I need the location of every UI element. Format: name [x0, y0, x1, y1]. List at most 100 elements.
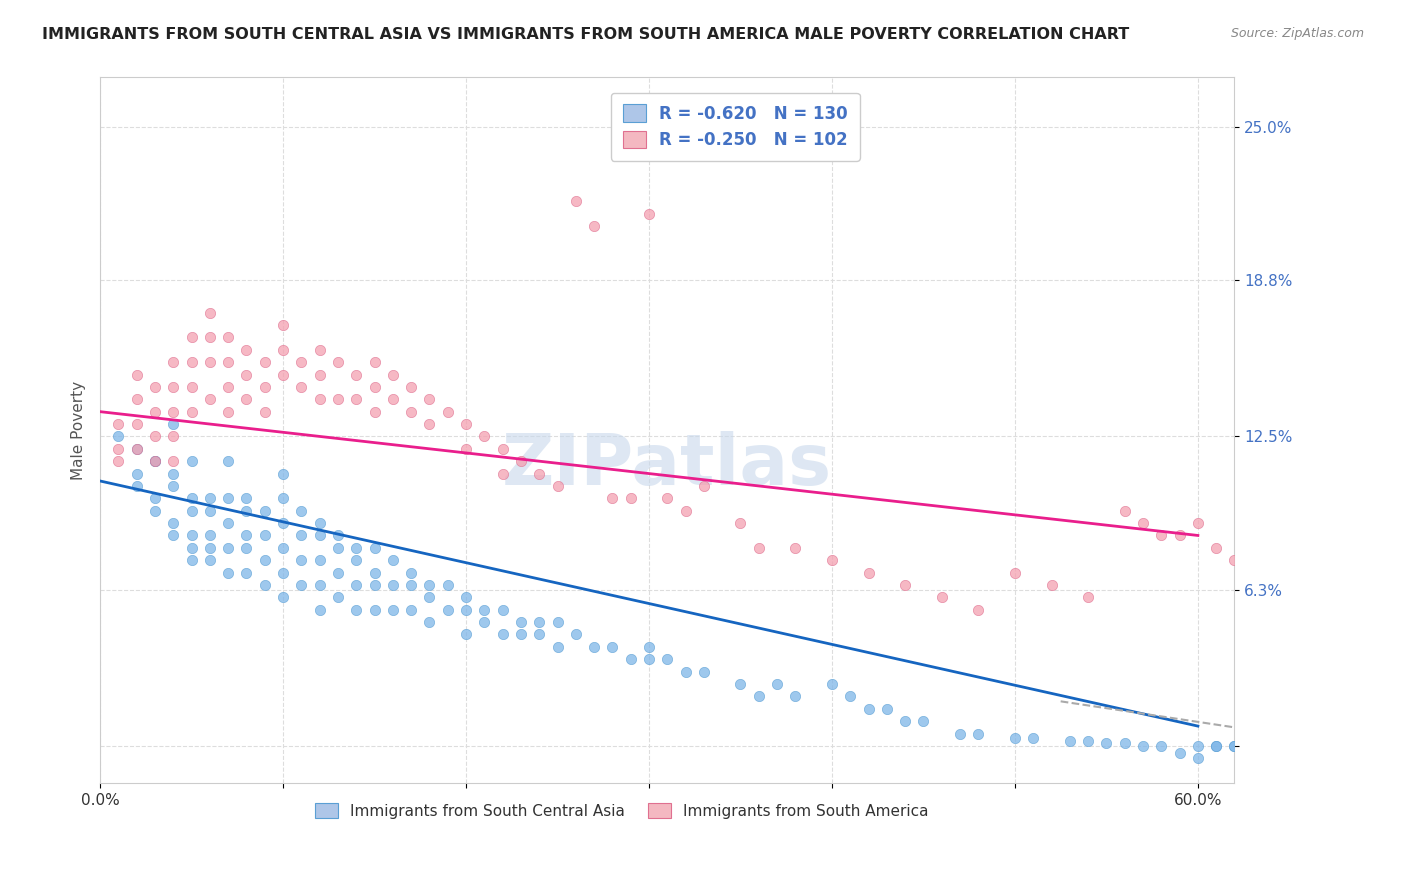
Point — [638, 652, 661, 666]
Point — [198, 305, 221, 319]
Point — [381, 578, 404, 592]
Point — [472, 429, 495, 443]
Point — [198, 504, 221, 518]
Point — [602, 491, 624, 506]
Point — [235, 504, 257, 518]
Point — [858, 566, 880, 580]
Point — [308, 578, 330, 592]
Point — [326, 528, 349, 542]
Point — [363, 566, 385, 580]
Point — [180, 541, 202, 555]
Point — [180, 355, 202, 369]
Point — [271, 516, 294, 530]
Point — [1278, 739, 1301, 753]
Point — [602, 640, 624, 654]
Point — [381, 392, 404, 407]
Point — [491, 603, 513, 617]
Point — [217, 355, 239, 369]
Point — [529, 467, 551, 481]
Point — [1260, 578, 1282, 592]
Point — [436, 603, 458, 617]
Point — [620, 652, 643, 666]
Point — [1241, 739, 1264, 753]
Point — [1223, 739, 1246, 753]
Point — [1114, 504, 1136, 518]
Point — [253, 405, 276, 419]
Point — [583, 640, 606, 654]
Point — [1187, 516, 1209, 530]
Point — [876, 702, 898, 716]
Point — [547, 615, 569, 629]
Point — [399, 603, 422, 617]
Point — [344, 392, 367, 407]
Point — [363, 541, 385, 555]
Point — [162, 417, 184, 431]
Point — [1004, 731, 1026, 746]
Point — [418, 392, 440, 407]
Point — [271, 591, 294, 605]
Point — [858, 702, 880, 716]
Point — [454, 591, 477, 605]
Point — [107, 417, 129, 431]
Point — [217, 454, 239, 468]
Point — [290, 528, 312, 542]
Point — [162, 380, 184, 394]
Point — [253, 528, 276, 542]
Point — [290, 355, 312, 369]
Point — [1351, 640, 1374, 654]
Point — [180, 454, 202, 468]
Point — [125, 368, 148, 382]
Point — [454, 627, 477, 641]
Point — [290, 380, 312, 394]
Point — [1132, 516, 1154, 530]
Point — [1223, 739, 1246, 753]
Point — [143, 504, 166, 518]
Point — [1150, 528, 1173, 542]
Point — [217, 516, 239, 530]
Point — [638, 640, 661, 654]
Y-axis label: Male Poverty: Male Poverty — [72, 381, 86, 480]
Point — [180, 491, 202, 506]
Point — [180, 405, 202, 419]
Point — [1278, 591, 1301, 605]
Point — [839, 690, 862, 704]
Point — [253, 504, 276, 518]
Point — [271, 541, 294, 555]
Point — [235, 528, 257, 542]
Point — [308, 516, 330, 530]
Point — [363, 405, 385, 419]
Point — [565, 194, 588, 209]
Point — [271, 467, 294, 481]
Point — [894, 714, 917, 728]
Point — [748, 690, 770, 704]
Point — [1241, 739, 1264, 753]
Point — [217, 566, 239, 580]
Point — [491, 627, 513, 641]
Point — [454, 603, 477, 617]
Point — [271, 343, 294, 357]
Point — [235, 368, 257, 382]
Point — [1315, 615, 1337, 629]
Point — [253, 355, 276, 369]
Point — [436, 405, 458, 419]
Point — [235, 541, 257, 555]
Point — [125, 467, 148, 481]
Point — [1077, 734, 1099, 748]
Point — [363, 578, 385, 592]
Point — [1388, 665, 1406, 679]
Point — [1205, 541, 1227, 555]
Point — [399, 380, 422, 394]
Point — [253, 553, 276, 567]
Point — [399, 578, 422, 592]
Point — [162, 405, 184, 419]
Point — [308, 603, 330, 617]
Point — [657, 652, 679, 666]
Point — [290, 504, 312, 518]
Point — [1260, 739, 1282, 753]
Point — [399, 566, 422, 580]
Point — [785, 690, 807, 704]
Point — [529, 627, 551, 641]
Point — [344, 603, 367, 617]
Point — [180, 330, 202, 344]
Point — [1241, 566, 1264, 580]
